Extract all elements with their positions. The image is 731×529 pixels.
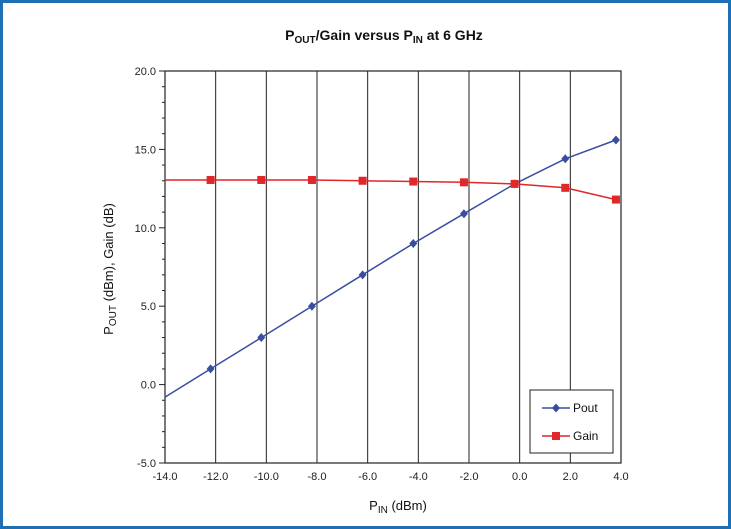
plot-border [164,70,622,464]
data-point-gain [459,178,468,187]
legend-label-pout: Pout [573,401,598,415]
legend-marker-gain [552,432,560,440]
y-tick-label: 5.0 [141,301,156,313]
data-point-gain [307,175,316,184]
series-line-pout [164,139,617,398]
chart-title: POUT/Gain versus PIN at 6 GHz [285,27,483,46]
data-point-gain [206,175,215,184]
x-axis-label: PIN (dBm) [369,498,427,516]
series-line-gain [165,179,617,201]
y-axis-label: POUT (dBm), Gain (dB) [101,203,119,335]
x-tick-label: -8.0 [308,471,327,483]
x-tick-label: 0.0 [512,471,527,483]
data-point-gain [409,177,418,186]
data-point-gain [257,175,266,184]
y-tick-label: 15.0 [135,144,156,156]
y-tick-label: 20.0 [135,66,156,78]
plot-area: -14.0 -12.0 -10.0 -8.0 -6.0 -4.0 -2.0 0.0 2.0 4.0… [135,66,629,483]
data-point-pout [459,209,468,219]
x-tick-label: -4.0 [409,471,428,483]
x-tick-label: -14.0 [152,471,177,483]
legend-box [529,389,614,454]
data-point-pout [409,238,418,248]
data-point-gain [611,195,620,204]
x-tick-label: -2.0 [460,471,479,483]
data-point-gain [358,176,367,185]
x-tick-label: 2.0 [563,471,578,483]
y-tick-label: 10.0 [135,223,156,235]
data-point-pout [257,333,266,343]
legend-label-gain: Gain [573,429,598,443]
legend: Pout Gain [529,389,614,454]
data-point-pout [307,301,316,311]
data-point-gain [510,179,519,188]
x-tick-label: -10.0 [254,471,279,483]
y-tick-label: 0.0 [141,380,156,392]
legend-marker-pout [552,403,560,413]
data-point-pout [206,364,215,374]
x-tick-label: -12.0 [203,471,228,483]
data-point-pout [611,135,620,145]
x-tick-label: -6.0 [358,471,377,483]
data-point-gain [561,183,570,192]
x-tick-label: 4.0 [613,471,628,483]
y-tick-label: -5.0 [137,458,156,470]
data-point-pout [358,270,367,280]
data-point-pout [561,154,570,164]
